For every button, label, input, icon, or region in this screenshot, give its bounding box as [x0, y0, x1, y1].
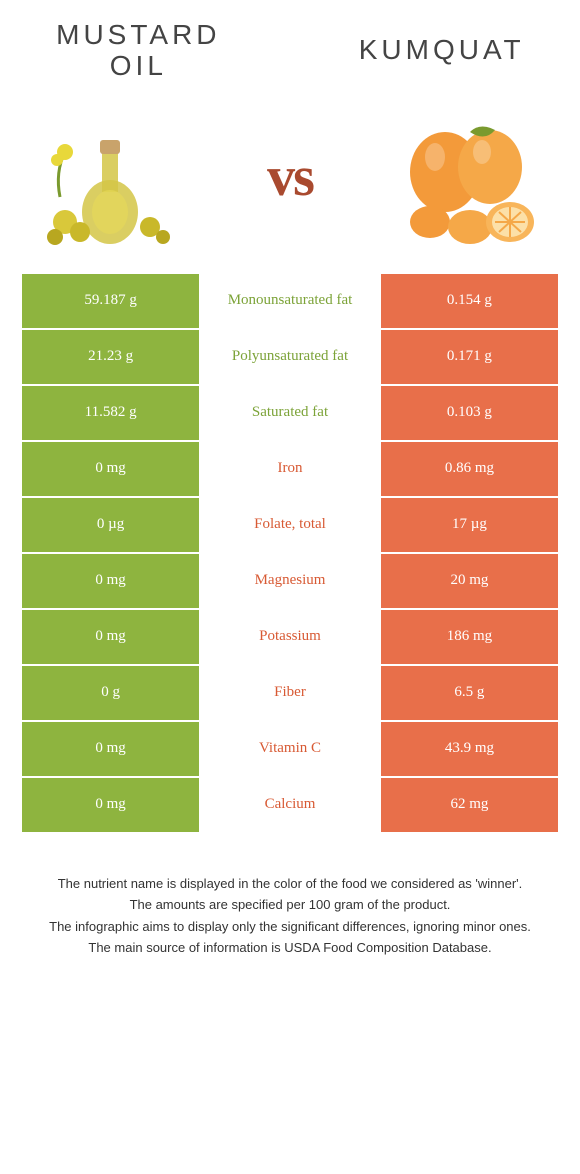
- right-value: 186 mg: [380, 609, 559, 665]
- table-row: 0 mgPotassium186 mg: [21, 609, 559, 665]
- right-value: 0.154 g: [380, 273, 559, 329]
- right-value: 43.9 mg: [380, 721, 559, 777]
- comparison-table: 59.187 gMonounsaturated fat0.154 g21.23 …: [20, 272, 560, 834]
- footnote-line: The main source of information is USDA F…: [30, 938, 550, 958]
- left-value: 0 mg: [21, 777, 200, 833]
- left-value: 21.23 g: [21, 329, 200, 385]
- header: MustardOil Kumquat: [0, 0, 580, 92]
- left-value: 0 g: [21, 665, 200, 721]
- images-row: vs: [0, 92, 580, 272]
- nutrient-name: Polyunsaturated fat: [200, 329, 380, 385]
- table-row: 59.187 gMonounsaturated fat0.154 g: [21, 273, 559, 329]
- table-row: 0 mgIron0.86 mg: [21, 441, 559, 497]
- left-value: 0 mg: [21, 441, 200, 497]
- footnote-line: The nutrient name is displayed in the co…: [30, 874, 550, 894]
- right-value: 6.5 g: [380, 665, 559, 721]
- table-row: 0 mgCalcium62 mg: [21, 777, 559, 833]
- nutrient-name: Iron: [200, 441, 380, 497]
- footnotes: The nutrient name is displayed in the co…: [0, 834, 580, 980]
- right-value: 20 mg: [380, 553, 559, 609]
- nutrient-name: Fiber: [200, 665, 380, 721]
- kumquat-image: [380, 102, 550, 252]
- table-row: 0 mgMagnesium20 mg: [21, 553, 559, 609]
- nutrient-name: Vitamin C: [200, 721, 380, 777]
- table-row: 0 mgVitamin C43.9 mg: [21, 721, 559, 777]
- footnote-line: The infographic aims to display only the…: [30, 917, 550, 937]
- table-row: 0 gFiber6.5 g: [21, 665, 559, 721]
- right-food-title: Kumquat: [333, 35, 550, 66]
- nutrient-name: Potassium: [200, 609, 380, 665]
- nutrient-name: Calcium: [200, 777, 380, 833]
- right-value: 0.86 mg: [380, 441, 559, 497]
- left-value: 59.187 g: [21, 273, 200, 329]
- right-value: 0.103 g: [380, 385, 559, 441]
- vs-label: vs: [267, 145, 313, 209]
- nutrient-name: Saturated fat: [200, 385, 380, 441]
- nutrient-name: Magnesium: [200, 553, 380, 609]
- nutrient-name: Monounsaturated fat: [200, 273, 380, 329]
- left-value: 0 mg: [21, 721, 200, 777]
- table-row: 21.23 gPolyunsaturated fat0.171 g: [21, 329, 559, 385]
- left-value: 0 mg: [21, 553, 200, 609]
- table-row: 11.582 gSaturated fat0.103 g: [21, 385, 559, 441]
- footnote-line: The amounts are specified per 100 gram o…: [30, 895, 550, 915]
- left-value: 11.582 g: [21, 385, 200, 441]
- left-value: 0 µg: [21, 497, 200, 553]
- mustard-oil-image: [30, 102, 200, 252]
- right-value: 0.171 g: [380, 329, 559, 385]
- table-row: 0 µgFolate, total17 µg: [21, 497, 559, 553]
- left-value: 0 mg: [21, 609, 200, 665]
- left-food-title: MustardOil: [30, 20, 247, 82]
- nutrient-name: Folate, total: [200, 497, 380, 553]
- right-value: 62 mg: [380, 777, 559, 833]
- right-value: 17 µg: [380, 497, 559, 553]
